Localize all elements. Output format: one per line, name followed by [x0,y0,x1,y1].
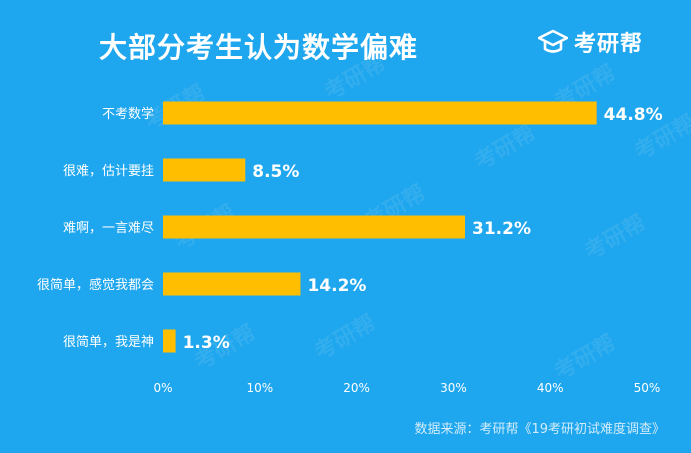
category-label: 很简单，我是神 [63,334,154,350]
x-tick-label: 0% [153,381,172,395]
watermark-text: 考研帮 [550,330,620,386]
category-label: 不考数学 [102,106,154,122]
value-label: 14.2% [307,276,366,296]
category-label: 难啊，一言难尽 [63,221,154,236]
value-label: 44.8% [604,105,663,125]
graduation-cap-icon [538,29,568,53]
chart-title: 大部分考生认为数学偏难 [99,31,419,64]
category-label: 很简单，感觉我都会 [37,277,154,293]
x-tick-label: 20% [343,381,370,395]
watermark-text: 考研帮 [580,210,650,266]
bars-layer [163,101,597,353]
x-tick-label: 10% [246,381,273,395]
bar [163,158,246,182]
bar [163,272,301,296]
bar [163,329,176,353]
watermark-text: 考研帮 [320,50,390,106]
source-note: 数据来源：考研帮《19考研初试难度调查》 [414,422,665,437]
x-tick-label: 40% [537,381,564,395]
brand-name: 考研帮 [574,32,644,57]
value-labels: 44.8% 8.5% 31.2% 14.2% 1.3% [183,105,663,353]
value-label: 8.5% [252,162,299,182]
watermark-text: 考研帮 [470,120,540,176]
brand-logo: 考研帮 [538,26,643,58]
bar [163,101,597,125]
category-label: 很难，估计要挂 [63,164,154,179]
watermark-text: 考研帮 [310,310,380,366]
x-tick-label: 30% [440,381,467,395]
bar [163,215,466,239]
value-label: 31.2% [472,219,531,239]
x-axis-ticks: 0% 10% 20% 30% 40% 50% [153,381,660,395]
x-tick-label: 50% [634,381,661,395]
value-label: 1.3% [183,333,230,353]
